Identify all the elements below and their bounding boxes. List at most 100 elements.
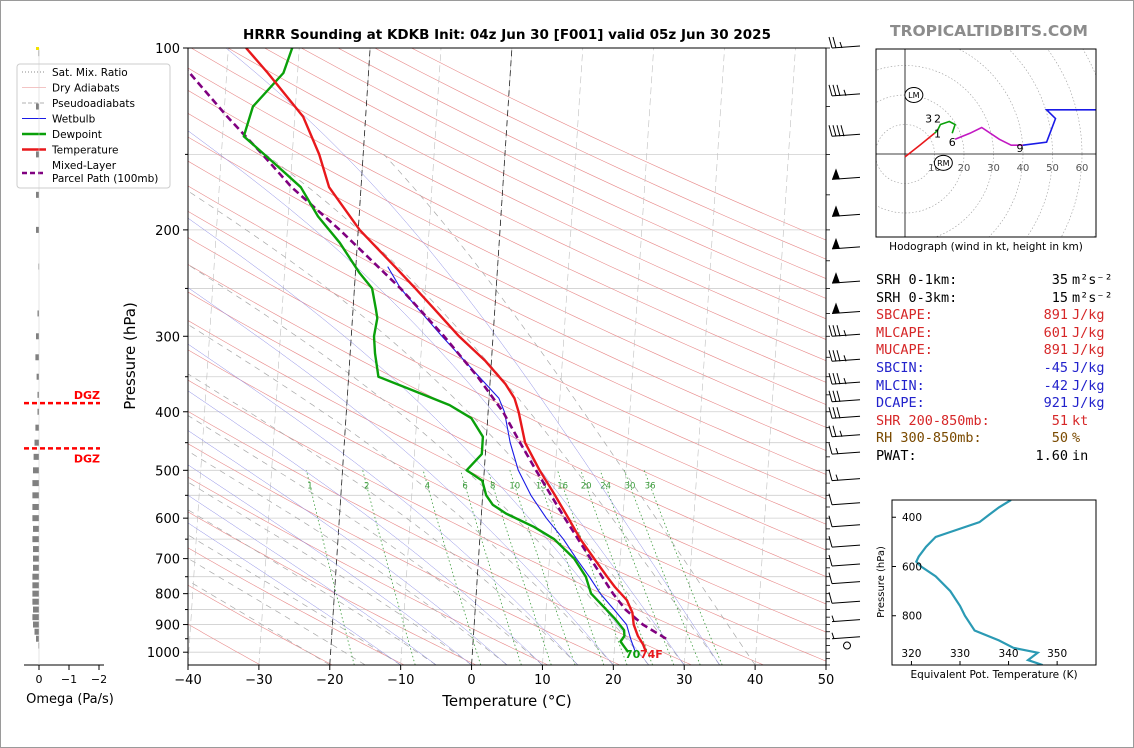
barb-staff bbox=[831, 563, 861, 567]
omega-bar bbox=[33, 546, 39, 553]
mixing-ratio-label: 16 bbox=[557, 482, 568, 492]
omega-bar bbox=[32, 503, 39, 510]
omega-bar bbox=[32, 536, 39, 543]
barb-staff bbox=[831, 581, 861, 585]
storm-motion-marker bbox=[904, 87, 924, 103]
wind-barb bbox=[828, 425, 861, 438]
isotherm bbox=[542, 48, 584, 665]
barb-full bbox=[836, 84, 841, 96]
omega-bar bbox=[36, 373, 39, 380]
stat-unit: J/kg bbox=[1072, 307, 1105, 324]
hodograph-plot: 10 20 30 40 50 60 3 216 9 LM RM bbox=[876, 49, 1096, 237]
theta-e-series bbox=[914, 500, 1043, 665]
surface-temperature-label: 74F bbox=[640, 648, 663, 661]
stat-value: 50 bbox=[1051, 430, 1068, 447]
storm-motion-label: RM bbox=[937, 159, 950, 168]
legend-label: Parcel Path (100mb) bbox=[52, 173, 158, 185]
x-tick-label: 40 bbox=[747, 673, 764, 688]
omega-tick-label: 0 bbox=[36, 673, 43, 686]
dry-adiabat bbox=[188, 443, 621, 665]
skew-t-plot: 1 2 4 6 8 10 13 16 20 24 30 36 bbox=[188, 48, 826, 665]
hodograph-height-label: 1 bbox=[934, 127, 941, 140]
barb-full bbox=[832, 36, 837, 49]
theta-e-y-tick-label: 800 bbox=[902, 611, 922, 623]
omega-bar bbox=[36, 226, 39, 233]
barb-staff bbox=[831, 600, 861, 604]
stat-value: -45 bbox=[1043, 359, 1068, 376]
wetbulb-isopleth bbox=[225, 48, 720, 665]
wind-barbs bbox=[828, 36, 861, 650]
pseudoadiabat bbox=[188, 481, 472, 665]
hodograph-trace bbox=[904, 132, 936, 158]
stat-row: MUCAPE: 891 J/kg bbox=[876, 342, 1113, 360]
y-tick-label: 200 bbox=[155, 224, 180, 239]
omega-bar bbox=[33, 621, 39, 628]
y-tick-label: 300 bbox=[155, 330, 180, 345]
mixing-ratio-line bbox=[580, 470, 653, 665]
barb-full bbox=[832, 372, 837, 385]
stat-value: 891 bbox=[1043, 342, 1068, 359]
barb-staff bbox=[831, 502, 861, 506]
wind-barb bbox=[828, 390, 861, 403]
omega-bar bbox=[32, 614, 39, 621]
omega-tick-label: −1 bbox=[61, 673, 77, 686]
hodograph-ring-label: 30 bbox=[987, 163, 1000, 174]
barb-full bbox=[832, 125, 837, 137]
stat-value: 891 bbox=[1043, 307, 1068, 324]
wetbulb-isopleth bbox=[188, 217, 649, 665]
stat-value: 15 bbox=[1051, 289, 1068, 306]
omega-bar bbox=[37, 310, 39, 317]
barb-pennant bbox=[832, 205, 840, 217]
barb-full bbox=[836, 325, 841, 337]
hodograph-ring-label: 40 bbox=[1017, 163, 1030, 174]
barb-full bbox=[828, 592, 833, 604]
barb-staff bbox=[831, 451, 861, 455]
barb-half bbox=[843, 330, 847, 337]
legend-label: Dry Adiabats bbox=[52, 83, 120, 95]
dry-adiabat bbox=[188, 185, 826, 500]
stat-row: SBCAPE: 891 J/kg bbox=[876, 307, 1113, 325]
hodograph-trace bbox=[954, 126, 1023, 146]
wind-barb bbox=[828, 469, 861, 482]
barb-full bbox=[828, 572, 833, 584]
dewpoint-series bbox=[242, 48, 630, 653]
legend-label: Sat. Mix. Ratio bbox=[52, 67, 128, 79]
barb-half bbox=[831, 615, 835, 622]
barb-staff bbox=[831, 399, 861, 403]
barb-full bbox=[832, 350, 837, 362]
wind-barb bbox=[831, 615, 861, 623]
x-tick-label: 0 bbox=[467, 673, 475, 688]
omega-tick-label: −2 bbox=[91, 673, 107, 686]
wind-barb bbox=[828, 572, 861, 585]
mixing-ratio-label: 24 bbox=[600, 482, 611, 492]
wind-barb bbox=[831, 168, 861, 180]
omega-bar bbox=[32, 480, 39, 487]
omega-bar bbox=[32, 598, 39, 605]
pseudoadiabat bbox=[265, 154, 720, 665]
wind-barb bbox=[831, 272, 861, 284]
pseudoadiabat bbox=[188, 324, 614, 665]
omega-bar bbox=[37, 408, 39, 415]
stat-value: 35 bbox=[1051, 272, 1068, 288]
stat-value: 921 bbox=[1043, 395, 1068, 412]
omega-bar bbox=[32, 573, 39, 580]
theta-e-y-tick-label: 400 bbox=[902, 512, 922, 524]
dry-adiabat bbox=[188, 349, 826, 662]
stat-value: 1.60 bbox=[1035, 447, 1068, 464]
barb-staff bbox=[831, 478, 861, 482]
hodograph-trace bbox=[933, 120, 957, 134]
wetbulb-isopleth bbox=[188, 464, 472, 665]
stat-value: 51 bbox=[1051, 412, 1068, 429]
isotherm-highlight bbox=[329, 48, 371, 665]
legend: Sat. Mix. Ratio Dry Adiabats Pseudoadiabat… bbox=[16, 63, 171, 189]
barb-full bbox=[832, 84, 837, 96]
stat-row: MLCAPE: 601 J/kg bbox=[876, 325, 1113, 343]
stat-label: SRH 0-1km: bbox=[876, 272, 958, 288]
barb-full bbox=[832, 390, 837, 402]
mixing-ratio-line bbox=[422, 470, 482, 665]
hodograph-height-label: 9 bbox=[1017, 142, 1024, 155]
x-tick-label: 50 bbox=[818, 673, 835, 688]
omega-bar bbox=[32, 492, 39, 499]
parcel-series bbox=[188, 69, 667, 640]
